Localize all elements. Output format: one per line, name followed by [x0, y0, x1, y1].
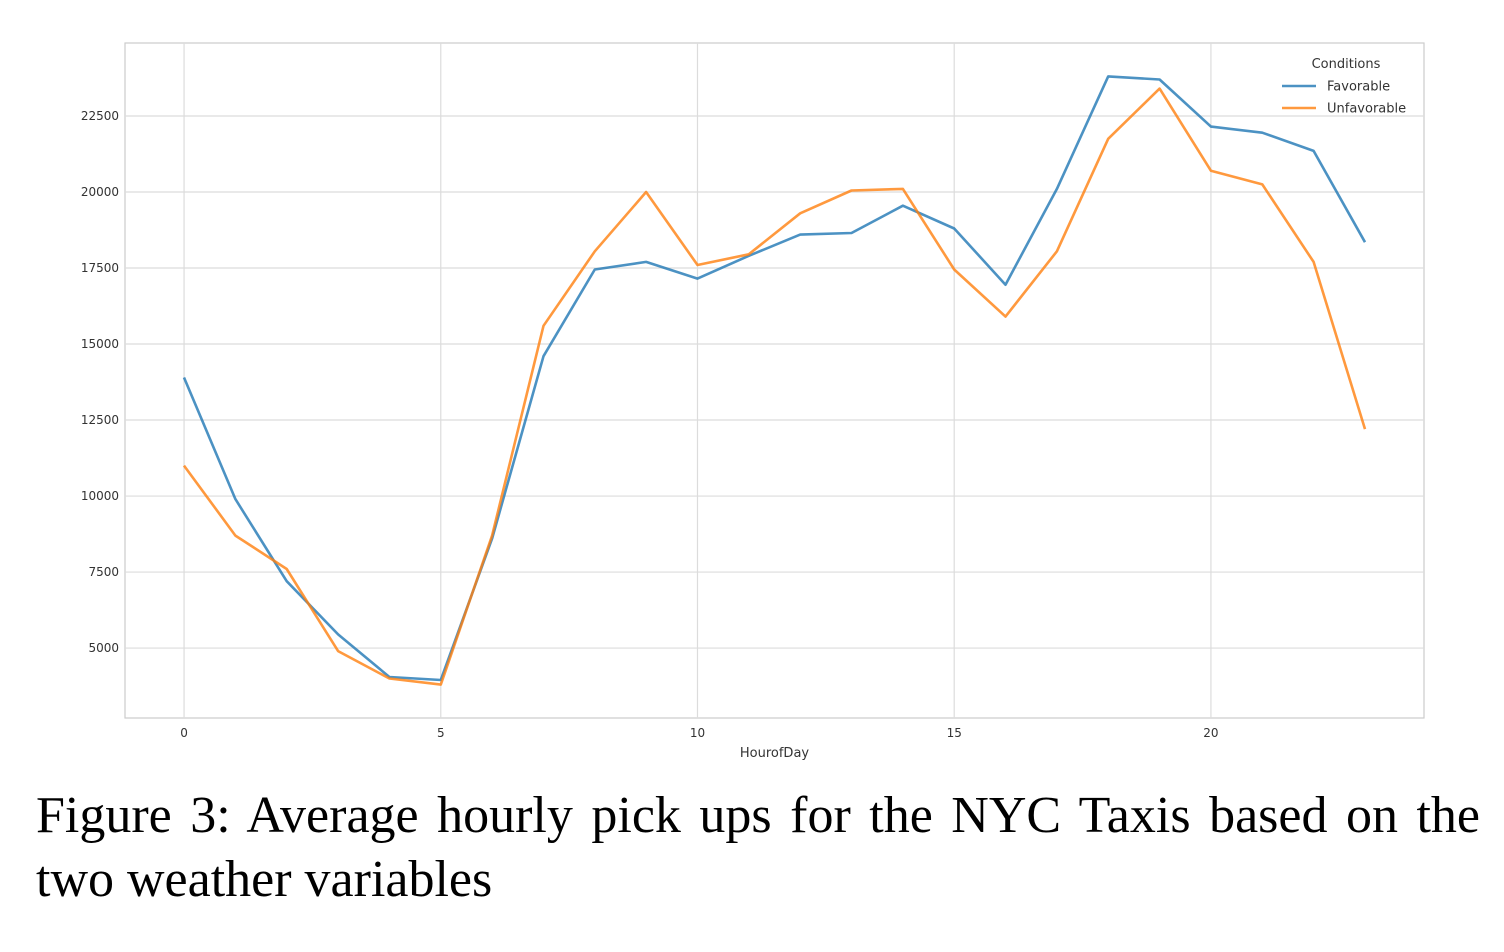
x-tick-label: 20 [1203, 726, 1218, 740]
series-line-favorable [182, 75, 1367, 682]
y-tick-label: 10000 [81, 489, 119, 503]
y-tick-label: 15000 [81, 337, 119, 351]
x-tick-label: 15 [947, 726, 962, 740]
series-line-unfavorable [182, 87, 1367, 686]
legend-label-favorable: Favorable [1327, 80, 1390, 95]
x-tick-label: 0 [180, 726, 188, 740]
y-tick-labels: 5000 7500 10000 12500 15000 17500 20000 22500 [81, 109, 119, 655]
line-chart: 0 5 10 15 20 5000 7500 10000 12500 15000 17500 200… [81, 42, 1425, 761]
figure-caption: Figure 3: Average hourly pick ups for th… [36, 787, 1480, 908]
x-tick-label: 10 [690, 726, 705, 740]
legend: Conditions Favorable Unfavorable [1282, 57, 1406, 117]
plot-frame [124, 42, 1425, 719]
legend-entries: Favorable Unfavorable [1282, 80, 1406, 117]
y-tick-label: 20000 [81, 185, 119, 199]
y-tick-label: 5000 [88, 641, 119, 655]
y-tick-label: 22500 [81, 109, 119, 123]
legend-title: Conditions [1312, 57, 1381, 72]
y-tick-label: 7500 [88, 565, 119, 579]
y-tick-label: 12500 [81, 413, 119, 427]
y-gridlines [125, 115, 1424, 649]
legend-label-unfavorable: Unfavorable [1327, 102, 1406, 117]
x-axis-label: HourofDay [740, 746, 810, 761]
x-tick-label: 5 [437, 726, 445, 740]
y-tick-label: 17500 [81, 261, 119, 275]
x-gridlines [183, 43, 1212, 718]
x-tick-labels: 0 5 10 15 20 [180, 726, 1218, 740]
series-lines [182, 75, 1367, 686]
